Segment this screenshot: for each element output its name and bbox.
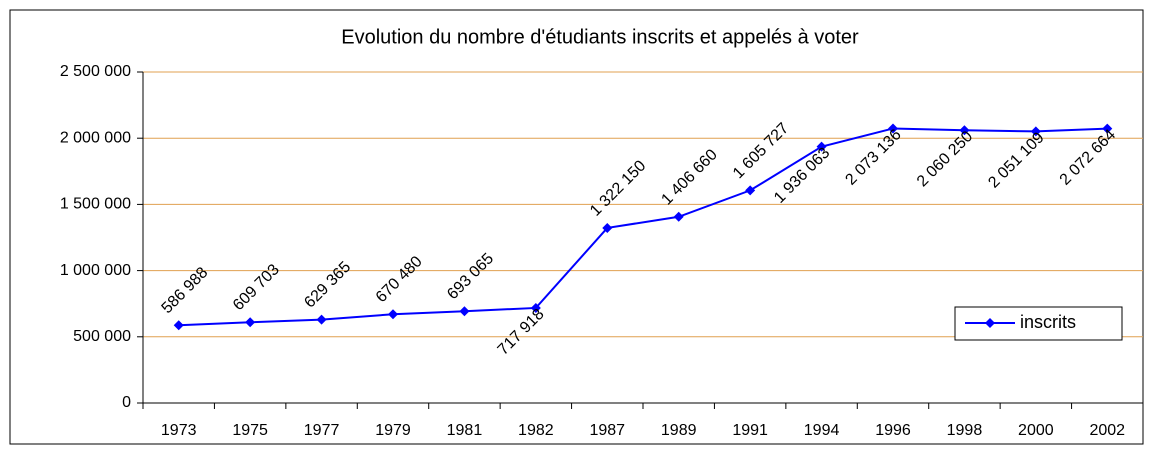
chart-border bbox=[9, 9, 1144, 445]
x-tick-label: 1979 bbox=[375, 422, 411, 439]
x-tick-label: 1989 bbox=[661, 422, 697, 439]
x-tick-label: 1991 bbox=[732, 422, 768, 439]
y-tick-label: 1 000 000 bbox=[60, 262, 131, 279]
series-marker bbox=[316, 314, 327, 325]
series-marker bbox=[388, 309, 398, 320]
x-tick-label: 1973 bbox=[161, 422, 197, 439]
series-marker bbox=[530, 302, 541, 313]
series-marker bbox=[245, 317, 256, 328]
x-tick-label: 1987 bbox=[589, 422, 625, 439]
legend-marker bbox=[985, 318, 995, 328]
series-marker bbox=[959, 125, 970, 136]
y-tick-label: 2 500 000 bbox=[60, 63, 131, 80]
y-tick-label: 2 000 000 bbox=[60, 129, 131, 146]
x-tick-label: 1994 bbox=[804, 422, 840, 439]
x-tick-label: 1981 bbox=[447, 422, 483, 439]
series-marker bbox=[173, 320, 184, 331]
series-line bbox=[178, 127, 1108, 327]
series-marker bbox=[602, 222, 613, 233]
series-marker bbox=[1102, 123, 1113, 134]
y-tick-label: 500 000 bbox=[73, 328, 131, 345]
y-tick-label: 0 bbox=[122, 394, 131, 411]
series-marker bbox=[673, 211, 684, 222]
chart-title: Evolution du nombre d'étudiants inscrits… bbox=[341, 26, 859, 48]
x-tick-label: 1998 bbox=[947, 422, 983, 439]
x-tick-label: 1996 bbox=[875, 422, 911, 439]
series-marker bbox=[1030, 126, 1041, 137]
x-tick-label: 2000 bbox=[1018, 422, 1054, 439]
series-marker bbox=[888, 123, 898, 134]
x-tick-label: 2002 bbox=[1089, 422, 1125, 439]
series-marker bbox=[816, 141, 827, 152]
x-tick-label: 1982 bbox=[518, 422, 554, 439]
series-marker bbox=[459, 306, 470, 317]
y-tick-label: 1 500 000 bbox=[60, 196, 131, 213]
legend-label: inscrits bbox=[1020, 312, 1076, 332]
series-marker bbox=[745, 185, 756, 196]
x-tick-label: 1975 bbox=[232, 422, 268, 439]
x-tick-label: 1977 bbox=[304, 422, 340, 439]
